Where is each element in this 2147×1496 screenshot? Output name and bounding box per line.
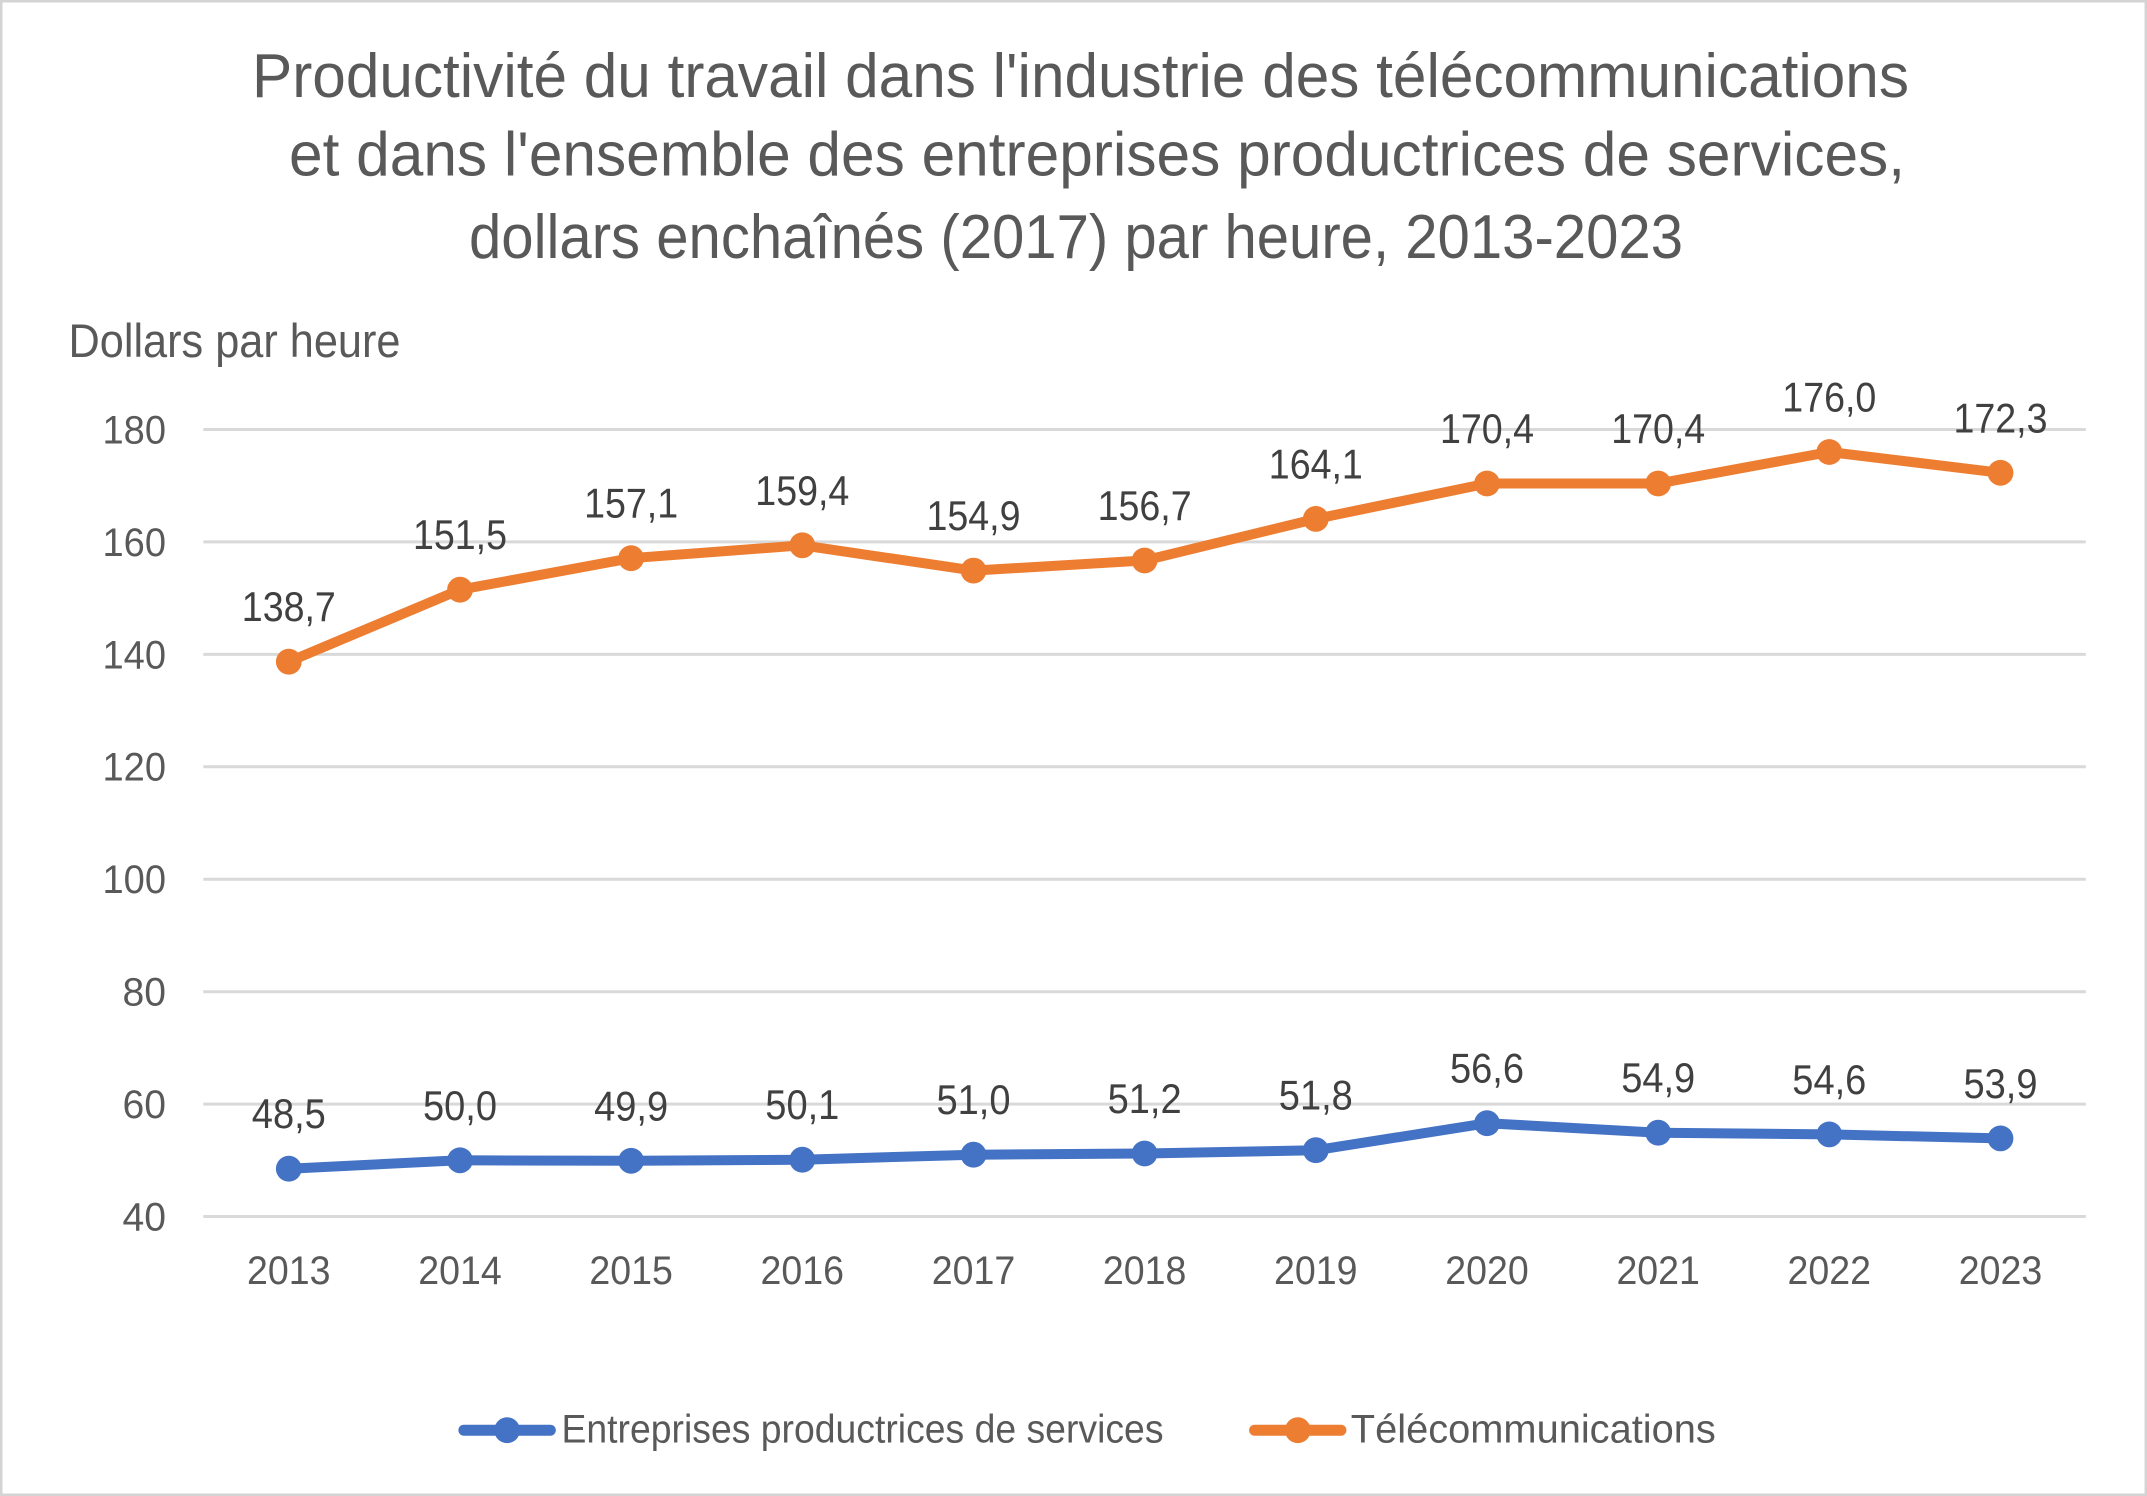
svg-text:et dans l'ensemble des entrepr: et dans l'ensemble des entreprises produ… <box>289 121 1905 190</box>
svg-text:Productivité du travail dans l: Productivité du travail dans l'industrie… <box>252 42 1909 111</box>
svg-text:50,0: 50,0 <box>423 1083 497 1129</box>
svg-text:138,7: 138,7 <box>242 584 336 630</box>
svg-text:2021: 2021 <box>1616 1248 1700 1293</box>
svg-text:159,4: 159,4 <box>755 468 849 514</box>
svg-text:2020: 2020 <box>1445 1248 1529 1293</box>
svg-text:180: 180 <box>103 407 167 452</box>
svg-text:156,7: 156,7 <box>1098 483 1192 529</box>
svg-text:2018: 2018 <box>1103 1248 1187 1293</box>
svg-text:157,1: 157,1 <box>584 481 678 527</box>
svg-text:51,2: 51,2 <box>1108 1076 1182 1122</box>
svg-text:2014: 2014 <box>418 1248 502 1293</box>
svg-text:2013: 2013 <box>247 1248 331 1293</box>
svg-text:2017: 2017 <box>932 1248 1016 1293</box>
svg-text:48,5: 48,5 <box>252 1091 326 1137</box>
svg-text:53,9: 53,9 <box>1964 1061 2038 1107</box>
svg-text:154,9: 154,9 <box>927 493 1021 539</box>
svg-text:60: 60 <box>123 1082 167 1127</box>
svg-text:172,3: 172,3 <box>1954 395 2048 441</box>
svg-text:164,1: 164,1 <box>1269 441 1363 487</box>
svg-text:2023: 2023 <box>1959 1248 2043 1293</box>
svg-text:120: 120 <box>103 745 167 790</box>
svg-text:100: 100 <box>103 857 167 902</box>
svg-text:2015: 2015 <box>589 1248 673 1293</box>
svg-text:49,9: 49,9 <box>594 1083 668 1129</box>
svg-text:dollars enchaînés (2017) par h: dollars enchaînés (2017) par heure, 2013… <box>469 203 1683 272</box>
svg-text:170,4: 170,4 <box>1440 406 1534 452</box>
svg-text:54,6: 54,6 <box>1792 1057 1866 1103</box>
svg-text:50,1: 50,1 <box>765 1082 839 1128</box>
svg-text:Entreprises productrices de se: Entreprises productrices de services <box>562 1407 1164 1451</box>
svg-text:56,6: 56,6 <box>1450 1046 1524 1092</box>
svg-text:51,8: 51,8 <box>1279 1073 1353 1119</box>
svg-text:Dollars par heure: Dollars par heure <box>69 314 401 367</box>
svg-text:151,5: 151,5 <box>413 512 507 558</box>
svg-text:140: 140 <box>103 632 167 677</box>
svg-text:80: 80 <box>123 970 167 1015</box>
svg-text:2022: 2022 <box>1788 1248 1872 1293</box>
svg-text:40: 40 <box>123 1194 167 1239</box>
svg-text:2016: 2016 <box>761 1248 845 1293</box>
svg-text:160: 160 <box>103 520 167 565</box>
svg-text:54,9: 54,9 <box>1621 1055 1695 1101</box>
svg-text:170,4: 170,4 <box>1611 406 1705 452</box>
svg-text:Télécommunications: Télécommunications <box>1351 1407 1716 1451</box>
svg-text:2019: 2019 <box>1274 1248 1358 1293</box>
svg-text:51,0: 51,0 <box>937 1077 1011 1123</box>
svg-text:176,0: 176,0 <box>1782 375 1876 421</box>
